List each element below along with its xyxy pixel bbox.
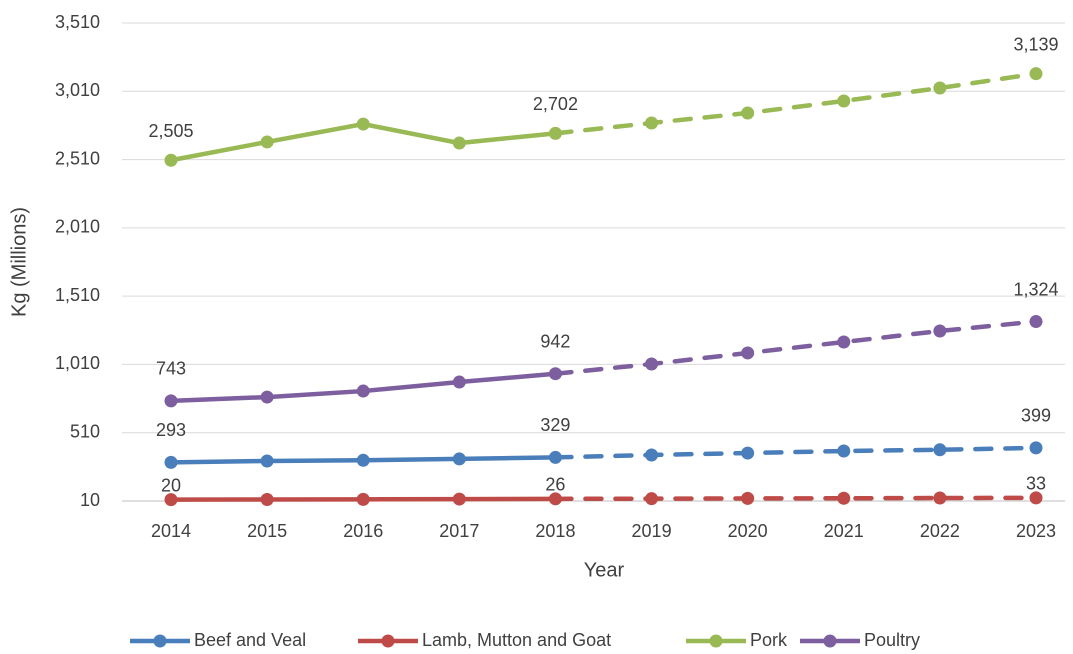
data-point (164, 394, 178, 408)
legend-marker (709, 634, 723, 648)
data-point (452, 136, 466, 150)
legend-item: Poultry (800, 630, 920, 650)
x-axis-label: Year (584, 559, 625, 581)
data-label: 2,702 (533, 94, 578, 114)
data-point (1029, 315, 1043, 329)
data-label: 942 (540, 331, 570, 351)
data-point (837, 444, 851, 458)
data-point (933, 443, 947, 457)
data-label: 329 (540, 415, 570, 435)
x-tick-label: 2014 (151, 521, 191, 541)
data-label: 399 (1021, 406, 1051, 426)
y-tick-label: 2,510 (55, 148, 100, 168)
y-tick-label: 1,010 (55, 353, 100, 373)
data-point (452, 492, 466, 506)
data-point (452, 452, 466, 466)
data-point (837, 335, 851, 349)
data-point (837, 94, 851, 108)
data-point (260, 390, 274, 404)
data-point (741, 491, 755, 505)
data-point (548, 450, 562, 464)
x-tick-label: 2017 (439, 521, 479, 541)
data-point (1029, 67, 1043, 81)
data-point (741, 106, 755, 120)
data-label: 20 (161, 475, 181, 495)
y-tick-label: 2,010 (55, 217, 100, 237)
data-point (933, 491, 947, 505)
legend-marker (381, 634, 395, 648)
data-point (741, 446, 755, 460)
x-tick-label: 2023 (1016, 521, 1056, 541)
legend-item: Pork (686, 630, 788, 650)
legend-item: Lamb, Mutton and Goat (358, 630, 611, 650)
data-point (356, 492, 370, 506)
data-point (260, 492, 274, 506)
data-point (1029, 491, 1043, 505)
legend-label: Poultry (864, 630, 920, 650)
legend-marker (153, 634, 167, 648)
x-tick-label: 2019 (632, 521, 672, 541)
data-label: 293 (156, 420, 186, 440)
y-tick-label: 3,510 (55, 12, 100, 32)
data-point (260, 454, 274, 468)
data-point (933, 81, 947, 95)
x-tick-label: 2015 (247, 521, 287, 541)
data-point (356, 453, 370, 467)
data-point (260, 135, 274, 149)
y-tick-label: 3,010 (55, 80, 100, 100)
x-tick-label: 2022 (920, 521, 960, 541)
data-label: 33 (1026, 474, 1046, 494)
series-line (553, 71, 1039, 136)
data-point (164, 493, 178, 507)
data-point (1029, 441, 1043, 455)
data-label: 1,324 (1013, 279, 1058, 299)
data-point (356, 117, 370, 131)
data-point (645, 116, 659, 130)
x-tick-label: 2020 (728, 521, 768, 541)
data-point (164, 455, 178, 469)
data-point (548, 492, 562, 506)
legend-label: Beef and Veal (194, 630, 306, 650)
legend-item: Beef and Veal (130, 630, 306, 650)
data-point (356, 384, 370, 398)
legend-label: Pork (750, 630, 788, 650)
x-tick-label: 2016 (343, 521, 383, 541)
data-label: 3,139 (1013, 34, 1058, 54)
data-label: 2,505 (148, 121, 193, 141)
series-line (553, 445, 1039, 460)
y-tick-label: 1,510 (55, 285, 100, 305)
data-point (741, 346, 755, 360)
series-line (553, 319, 1039, 376)
x-tick-label: 2021 (824, 521, 864, 541)
data-point (933, 324, 947, 338)
data-point (645, 492, 659, 506)
data-point (452, 375, 466, 389)
data-point (164, 153, 178, 167)
series-line (553, 495, 1039, 502)
data-point (645, 357, 659, 371)
x-tick-label: 2018 (535, 521, 575, 541)
y-axis-label: Kg (Millions) (8, 207, 30, 317)
data-point (645, 448, 659, 462)
data-label: 743 (156, 359, 186, 379)
data-label: 26 (545, 475, 565, 495)
data-point (837, 491, 851, 505)
data-point (548, 126, 562, 140)
y-tick-label: 510 (70, 421, 100, 441)
legend-label: Lamb, Mutton and Goat (422, 630, 611, 650)
y-tick-label: 10 (80, 490, 100, 510)
data-point (548, 367, 562, 381)
legend-marker (823, 634, 837, 648)
